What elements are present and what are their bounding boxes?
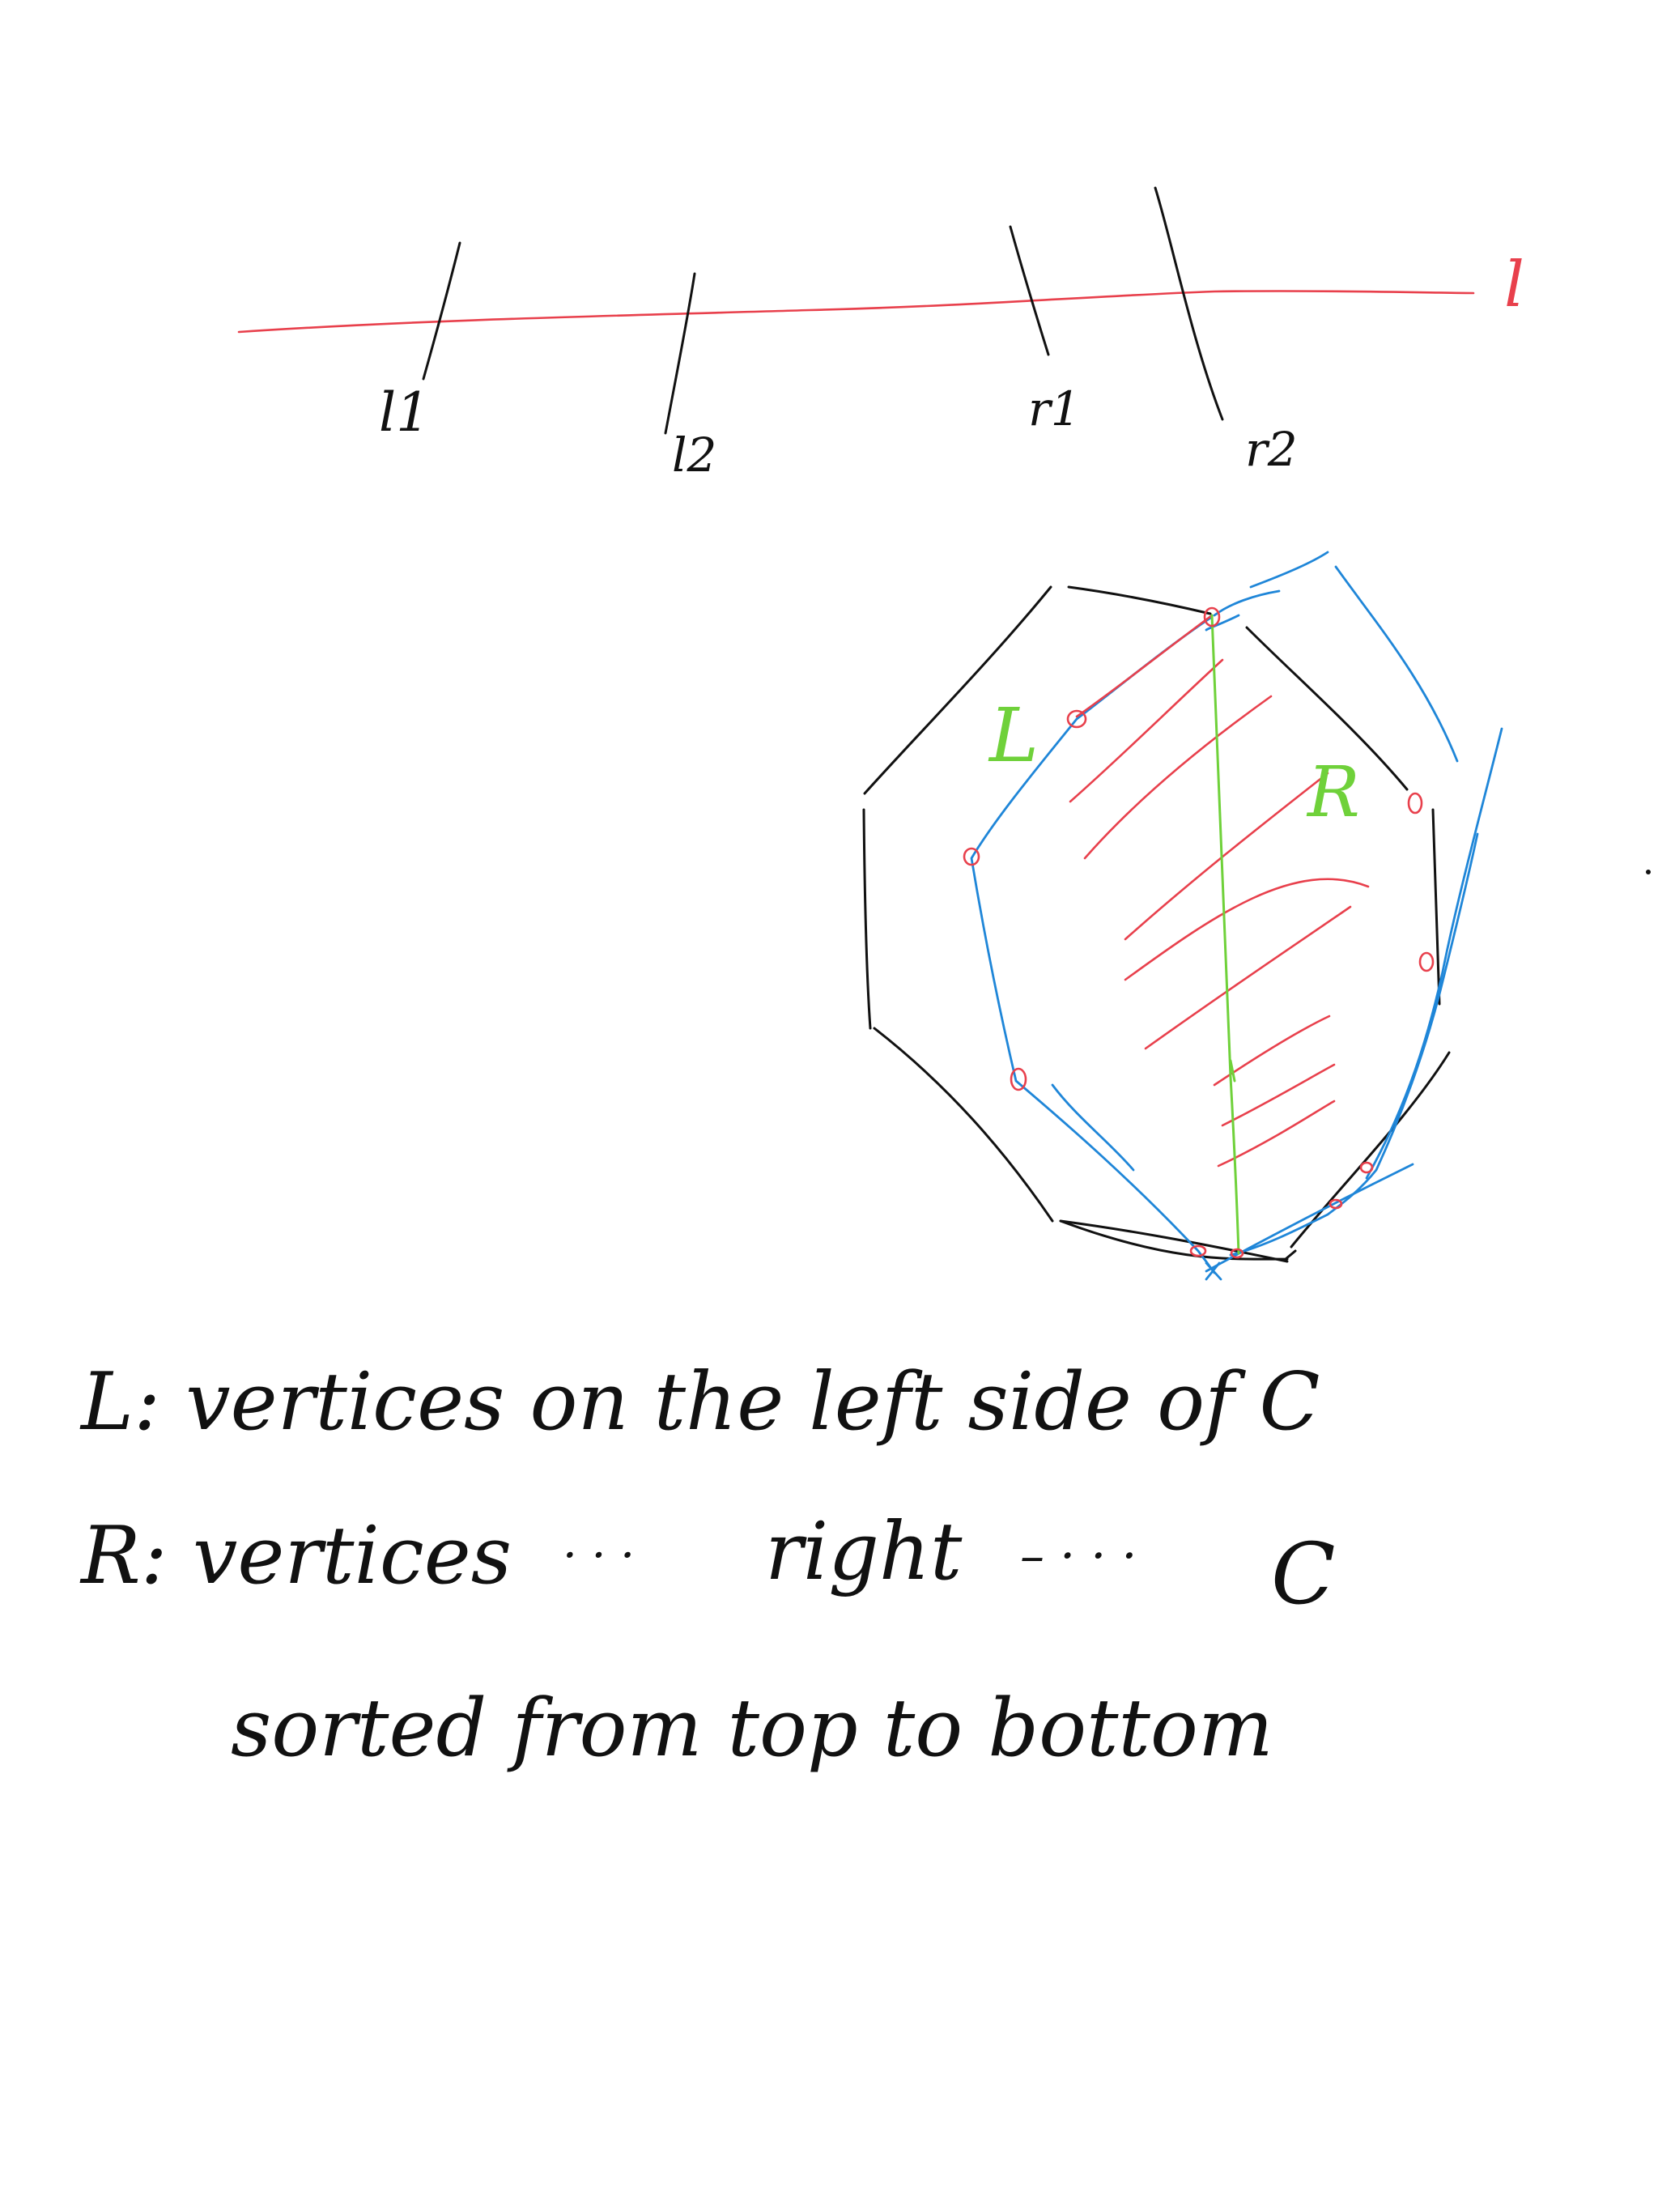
red-hatching [1069,658,1370,1168]
vertex-right-4 [1329,1198,1343,1210]
vertex-left-1 [1066,709,1087,729]
vertex-left-2 [963,847,980,866]
stray-dot [1646,870,1651,874]
polygon-diagram: L R [862,551,1503,1281]
blue-cross [1205,1261,1222,1281]
red-top-edge [1075,614,1214,718]
blue-left-inner [1051,1083,1135,1172]
vertex-right-2 [1418,951,1435,972]
red-line-l [237,290,1475,334]
vertex-right-1 [1407,792,1423,815]
note-line-1: L: vertices on the left side of C [79,1356,1320,1448]
segment-r1 [1009,225,1050,356]
blue-polygon [1205,551,1503,1273]
segment-l1 [422,241,461,381]
label-poly-R: R [1306,752,1360,833]
label-r1: r1 [1028,381,1081,436]
vertex-right-3 [1359,1161,1374,1174]
note-line-2-dots-2: – · · · [1020,1528,1137,1585]
note-line-3: sorted from top to bottom [231,1682,1273,1775]
label-poly-L: L [988,692,1039,779]
vertex-bottom [1230,1248,1244,1259]
label-l1: l1 [379,381,430,444]
label-l2: l2 [672,428,716,483]
blue-left-chain [970,615,1216,1274]
line-diagram: l l1 l2 r1 r2 [237,186,1524,483]
note-line-2-prefix: R: vertices [79,1510,512,1602]
green-divider [1210,614,1240,1255]
polygon-bottom-edge [1059,1219,1289,1263]
vertex-top [1203,606,1221,627]
label-line-l: l [1504,249,1524,321]
segment-r2 [1154,186,1224,421]
label-r2: r2 [1245,422,1298,477]
note-line-2-dots-1: · · · [563,1529,635,1582]
note-line-2-word: right [765,1506,963,1598]
green-divider-tick [1229,1059,1236,1083]
note-line-2-end: C [1271,1525,1336,1623]
blue-right-chain [1213,589,1479,1257]
outer-polygon [862,585,1451,1261]
vertex-markers [963,606,1435,1259]
segment-l2 [664,272,696,435]
notes: L: vertices on the left side of C R: ver… [79,1356,1336,1775]
vertex-bottom-left [1189,1244,1207,1257]
vertex-left-3 [1010,1067,1027,1091]
